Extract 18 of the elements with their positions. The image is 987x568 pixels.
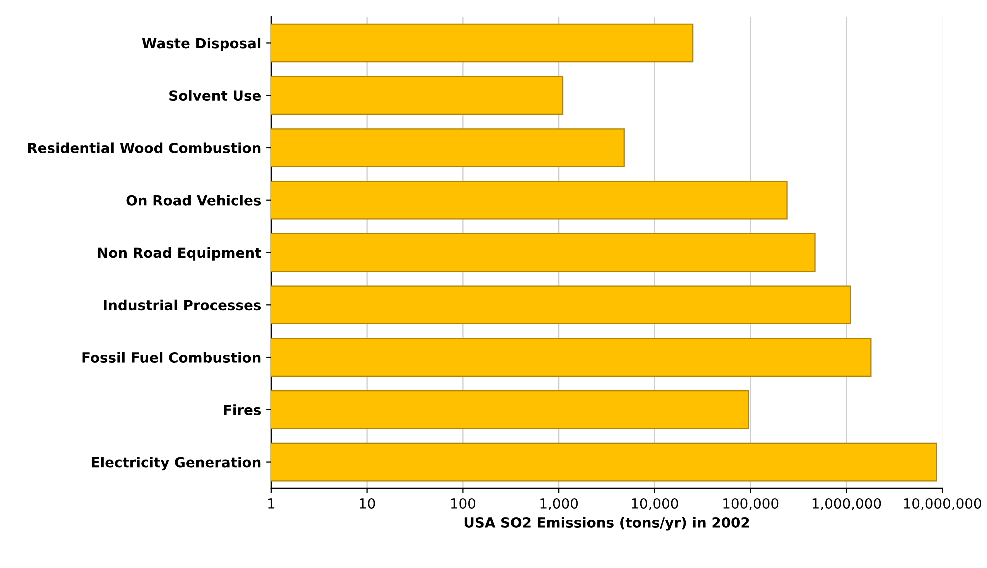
- x-tick-label: 100,000: [724, 498, 779, 510]
- x-tick-label: 10,000,000: [904, 498, 982, 510]
- x-tick-label: 10,000: [632, 498, 678, 510]
- y-tick-label: Solvent Use: [170, 90, 262, 102]
- y-tick-label: Residential Wood Combustion: [28, 142, 261, 154]
- x-axis-title: USA SO2 Emissions (tons/yr) in 2002: [464, 517, 750, 531]
- y-tick-label: Non Road Equipment: [98, 247, 262, 261]
- x-tick-label: 100: [451, 498, 476, 509]
- x-tick-label: 10: [360, 498, 376, 509]
- y-tick-label: Waste Disposal: [142, 38, 261, 52]
- y-tick-label: Fires: [224, 404, 262, 416]
- y-tick-label: On Road Vehicles: [126, 195, 262, 206]
- y-tick-label: Fossil Fuel Combustion: [82, 352, 261, 363]
- x-tick-label: 1,000: [540, 498, 578, 510]
- y-tick-label: Electricity Generation: [92, 457, 261, 471]
- y-tick-label: Industrial Processes: [104, 300, 262, 311]
- x-tick-label: 1: [268, 498, 275, 509]
- x-tick-label: 1,000,000: [812, 498, 882, 510]
